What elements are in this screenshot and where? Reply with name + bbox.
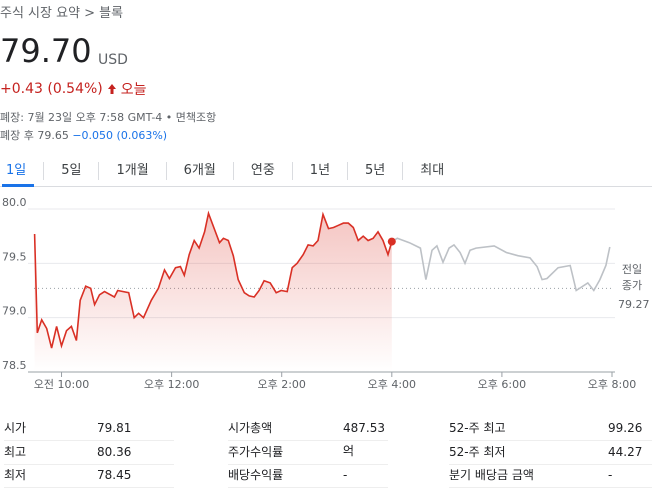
tab[interactable]: 6개월 [165, 162, 233, 180]
tab[interactable]: 1일 [6, 163, 27, 178]
tab[interactable]: 1년 [291, 162, 347, 180]
up-arrow [107, 84, 116, 94]
stat-label: 52-주 최고 [449, 417, 608, 441]
tab[interactable]: 최대 [402, 162, 461, 180]
after-hours: 폐장 후 79.65 [0, 129, 69, 142]
stat-value: 78.45 [97, 464, 174, 488]
stat-value: - [608, 464, 652, 488]
y-tick-label: 79.5 [2, 250, 27, 263]
previous-close-value: 79.27 [618, 298, 650, 311]
closed-info: 폐장: 7월 23일 오후 7:58 GMT-4 • [0, 111, 173, 124]
y-tick-label: 78.5 [2, 359, 27, 372]
breadcrumb[interactable]: 주식 시장 요약 > 블록 [0, 6, 124, 21]
stat-value: 44.27 [608, 441, 652, 465]
price: 79.70 [0, 32, 92, 70]
area [34, 213, 392, 372]
closed-info-row: 폐장: 7월 23일 오후 7:58 GMT-4 • 면책조항 [0, 109, 216, 125]
tab-indicator [2, 184, 34, 187]
x-tick-label: 오후 6:00 [478, 378, 526, 391]
after-hours-row: 폐장 후 79.65 −0.050 (0.063%) [0, 127, 167, 143]
stat-value: 487.53억 [343, 417, 388, 458]
line [391, 237, 611, 292]
x-tick-label: 오후 2:00 [257, 378, 305, 391]
stat-value: 79.81 [97, 417, 174, 441]
x-tick-label: 오후 12:00 [144, 378, 199, 391]
stat-value: 99.26 [608, 417, 652, 441]
stat-label: 52-주 최저 [449, 441, 608, 465]
x-tick-label: 오후 8:00 [588, 378, 636, 391]
after-hours-change: −0.050 (0.063%) [72, 129, 168, 142]
currency: USD [98, 52, 128, 68]
tab[interactable]: 5년 [347, 162, 402, 180]
y-tick-label: 80.0 [2, 196, 27, 209]
y-tick-label: 79.0 [2, 305, 27, 318]
stat-label: 주가수익률 [228, 441, 343, 465]
stat-value: - [343, 441, 388, 465]
stat-value: 80.36 [97, 441, 174, 465]
previous-close-label: 전일 종가 [621, 263, 643, 292]
line [33, 210, 393, 349]
stat-value: - [343, 464, 388, 488]
tab-divider [0, 186, 652, 187]
period: 오늘 [120, 82, 147, 98]
stat-label: 시가총액 [228, 417, 343, 441]
stat-label: 최저 [4, 464, 97, 488]
tabs: 1일 5일 1개월 6개월 연중 1년 5년 최대 [0, 162, 461, 180]
chart: 80.0 79.5 79.0 78.5 오전 10:00 오후 12:00 오후 2:00 오… [2, 196, 636, 391]
stat-label: 분기 배당금 금액 [449, 464, 608, 488]
stat-label: 시가 [4, 417, 97, 441]
stat-label: 배당수익률 [228, 464, 343, 488]
tab[interactable]: 1개월 [98, 162, 165, 180]
stat-label: 최고 [4, 441, 97, 465]
disclaimer[interactable]: 면책조항 [175, 111, 217, 124]
tab[interactable]: 연중 [232, 162, 292, 180]
x-tick-label: 오후 4:00 [368, 378, 416, 391]
x-tick-label: 오전 10:00 [34, 378, 89, 391]
last-point [387, 237, 396, 246]
tab[interactable]: 5일 [43, 162, 98, 180]
change-row: +0.43 (0.54%) 오늘 [0, 79, 147, 99]
change: +0.43 (0.54%) [0, 81, 103, 97]
